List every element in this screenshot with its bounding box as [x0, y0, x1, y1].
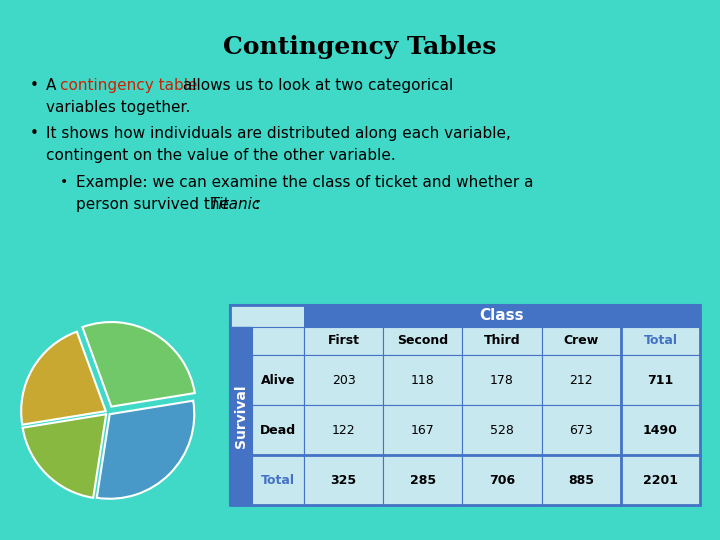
Bar: [230, 305, 700, 505]
Bar: [230, 305, 700, 505]
Text: Total: Total: [644, 334, 678, 348]
Bar: [541, 405, 621, 455]
Bar: [462, 355, 541, 405]
Text: contingency table: contingency table: [60, 78, 197, 93]
Bar: [252, 355, 304, 405]
Text: It shows how individuals are distributed along each variable,: It shows how individuals are distributed…: [46, 126, 511, 141]
Bar: [252, 455, 304, 505]
Text: 118: 118: [411, 374, 435, 387]
Text: Third: Third: [484, 334, 521, 348]
Wedge shape: [21, 332, 106, 424]
Bar: [621, 455, 700, 505]
Bar: [383, 327, 462, 355]
Text: 711: 711: [647, 374, 673, 387]
Text: Contingency Tables: Contingency Tables: [223, 35, 497, 59]
Wedge shape: [96, 401, 194, 499]
Text: contingent on the value of the other variable.: contingent on the value of the other var…: [46, 148, 396, 164]
Text: Crew: Crew: [564, 334, 599, 348]
Bar: [230, 327, 252, 505]
Text: 2201: 2201: [643, 474, 678, 487]
Text: •: •: [60, 175, 68, 189]
Text: 203: 203: [332, 374, 356, 387]
Text: Class: Class: [480, 308, 524, 323]
Text: 673: 673: [570, 423, 593, 436]
Bar: [621, 355, 700, 405]
Text: Alive: Alive: [261, 374, 295, 387]
Bar: [304, 455, 383, 505]
Bar: [252, 405, 304, 455]
Bar: [383, 355, 462, 405]
Text: •: •: [30, 126, 39, 141]
Text: 285: 285: [410, 474, 436, 487]
Text: 122: 122: [332, 423, 356, 436]
Bar: [304, 405, 383, 455]
Text: First: First: [328, 334, 359, 348]
Bar: [304, 355, 383, 405]
Wedge shape: [82, 322, 195, 407]
Text: 1490: 1490: [643, 423, 678, 436]
Bar: [304, 305, 700, 327]
Text: variables together.: variables together.: [46, 100, 190, 115]
Text: 528: 528: [490, 423, 514, 436]
Text: person survived the: person survived the: [76, 197, 234, 212]
Bar: [462, 327, 541, 355]
Bar: [383, 455, 462, 505]
Text: Second: Second: [397, 334, 449, 348]
Text: A: A: [46, 78, 61, 93]
Text: 885: 885: [568, 474, 594, 487]
Text: Total: Total: [261, 474, 295, 487]
Text: •: •: [30, 78, 39, 93]
Text: 212: 212: [570, 374, 593, 387]
Text: 167: 167: [411, 423, 435, 436]
Bar: [304, 327, 383, 355]
Text: Example: we can examine the class of ticket and whether a: Example: we can examine the class of tic…: [76, 175, 534, 190]
Text: 178: 178: [490, 374, 514, 387]
Bar: [621, 327, 700, 355]
Bar: [541, 327, 621, 355]
Text: 325: 325: [330, 474, 356, 487]
Text: Survival: Survival: [234, 384, 248, 448]
Bar: [462, 405, 541, 455]
Text: allows us to look at two categorical: allows us to look at two categorical: [178, 78, 454, 93]
Bar: [621, 405, 700, 455]
Text: :: :: [254, 197, 259, 212]
Bar: [252, 327, 304, 355]
Text: Titanic: Titanic: [209, 197, 260, 212]
Bar: [462, 455, 541, 505]
Bar: [383, 405, 462, 455]
Bar: [541, 355, 621, 405]
Bar: [541, 455, 621, 505]
Text: 706: 706: [489, 474, 515, 487]
Wedge shape: [22, 414, 106, 498]
Text: Dead: Dead: [260, 423, 296, 436]
